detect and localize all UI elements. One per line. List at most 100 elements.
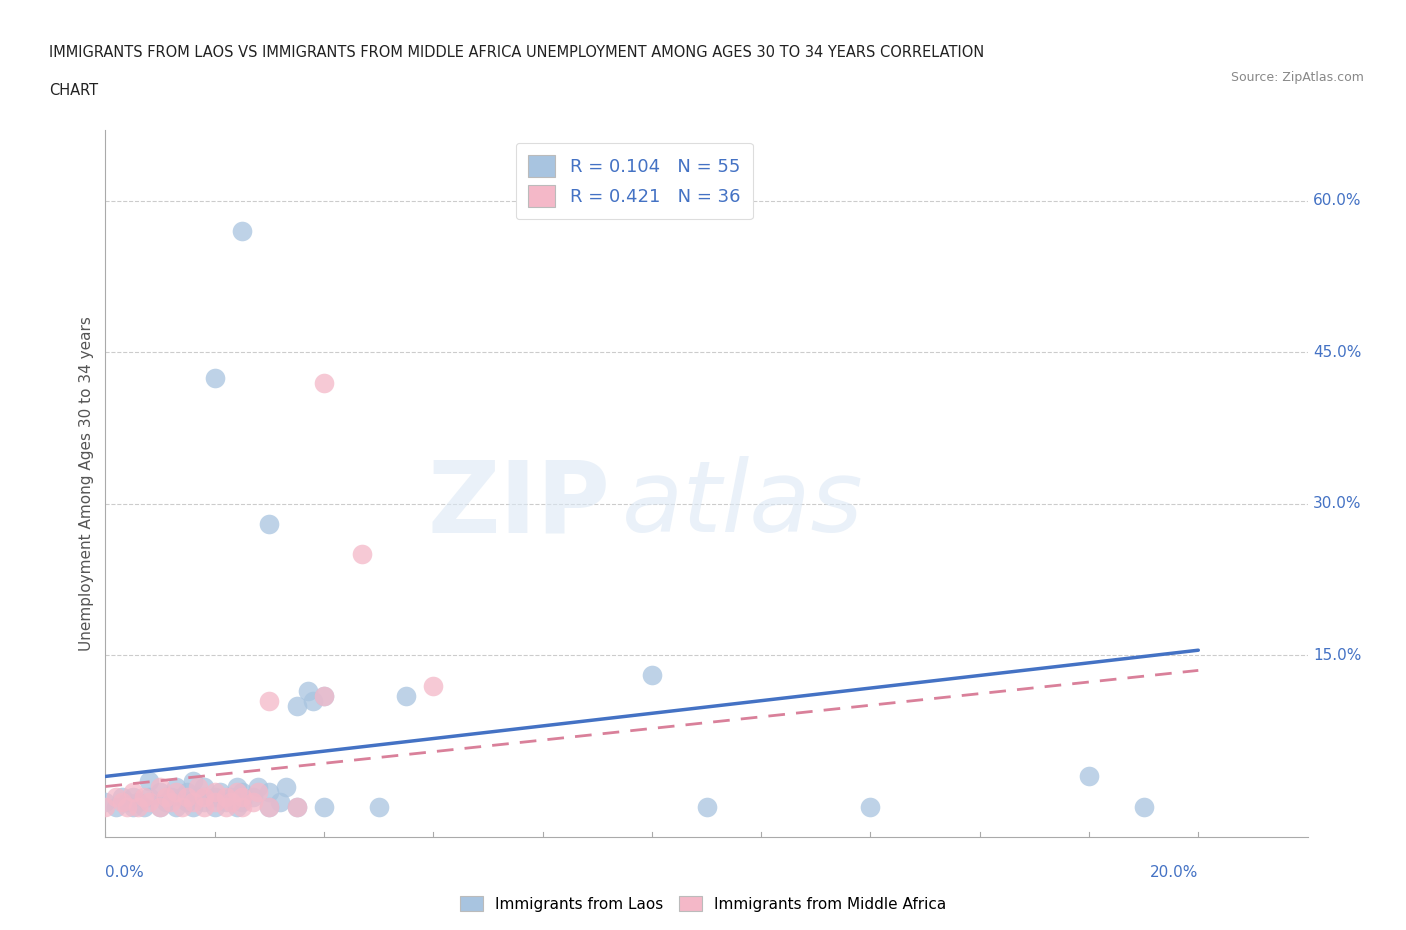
Text: Source: ZipAtlas.com: Source: ZipAtlas.com <box>1230 71 1364 84</box>
Point <box>149 799 172 814</box>
Point <box>219 794 242 809</box>
Point <box>204 790 226 804</box>
Point <box>247 779 270 794</box>
Point <box>209 784 232 799</box>
Point <box>166 799 188 814</box>
Point <box>204 794 226 809</box>
Point <box>285 799 308 814</box>
Point <box>138 794 160 809</box>
Text: 45.0%: 45.0% <box>1313 345 1361 360</box>
Point <box>132 799 155 814</box>
Point <box>181 799 204 814</box>
Point <box>422 678 444 693</box>
Point <box>214 794 236 809</box>
Point <box>121 784 143 799</box>
Point <box>176 790 198 804</box>
Point <box>193 790 215 804</box>
Point <box>149 799 172 814</box>
Text: 60.0%: 60.0% <box>1313 193 1361 208</box>
Point <box>160 790 183 804</box>
Point <box>1078 769 1101 784</box>
Point <box>127 799 149 814</box>
Legend: R = 0.104   N = 55, R = 0.421   N = 36: R = 0.104 N = 55, R = 0.421 N = 36 <box>516 143 754 219</box>
Point <box>247 784 270 799</box>
Point <box>367 799 389 814</box>
Point <box>285 799 308 814</box>
Point <box>242 790 264 804</box>
Point <box>176 794 198 809</box>
Point <box>259 516 281 531</box>
Point <box>214 790 236 804</box>
Point <box>111 790 134 804</box>
Point <box>259 693 281 708</box>
Point <box>187 790 209 804</box>
Point <box>312 375 335 390</box>
Point <box>641 668 664 683</box>
Point <box>138 774 160 789</box>
Point <box>259 799 281 814</box>
Point <box>204 799 226 814</box>
Point <box>259 784 281 799</box>
Point <box>170 790 193 804</box>
Text: 30.0%: 30.0% <box>1313 497 1361 512</box>
Point <box>193 779 215 794</box>
Point <box>160 794 183 809</box>
Point <box>105 790 128 804</box>
Point <box>225 779 247 794</box>
Point <box>231 794 253 809</box>
Point <box>166 779 188 794</box>
Point <box>231 790 253 804</box>
Point <box>117 794 139 809</box>
Point <box>121 799 143 814</box>
Point <box>127 794 149 809</box>
Point <box>225 784 247 799</box>
Point <box>105 799 128 814</box>
Point <box>312 799 335 814</box>
Point <box>269 794 291 809</box>
Text: 15.0%: 15.0% <box>1313 648 1361 663</box>
Point <box>231 799 253 814</box>
Text: 0.0%: 0.0% <box>105 865 145 881</box>
Point <box>297 684 319 698</box>
Point <box>204 784 226 799</box>
Point <box>132 790 155 804</box>
Point <box>138 790 160 804</box>
Point <box>214 799 236 814</box>
Point <box>259 799 281 814</box>
Point <box>312 688 335 703</box>
Point <box>274 779 297 794</box>
Y-axis label: Unemployment Among Ages 30 to 34 years: Unemployment Among Ages 30 to 34 years <box>79 316 94 651</box>
Text: 20.0%: 20.0% <box>1150 865 1198 881</box>
Point <box>149 784 172 799</box>
Point <box>352 547 374 562</box>
Point <box>94 794 117 809</box>
Point <box>219 790 242 804</box>
Legend: Immigrants from Laos, Immigrants from Middle Africa: Immigrants from Laos, Immigrants from Mi… <box>454 889 952 918</box>
Text: CHART: CHART <box>49 83 98 98</box>
Point <box>242 794 264 809</box>
Point <box>149 779 172 794</box>
Point <box>302 693 325 708</box>
Point <box>225 799 247 814</box>
Point <box>111 794 134 809</box>
Point <box>166 784 188 799</box>
Point <box>155 794 177 809</box>
Point <box>231 784 253 799</box>
Point <box>187 779 209 794</box>
Text: atlas: atlas <box>623 457 865 553</box>
Point <box>181 794 204 809</box>
Point <box>170 799 193 814</box>
Text: ZIP: ZIP <box>427 457 610 553</box>
Point <box>176 784 198 799</box>
Point <box>285 698 308 713</box>
Point <box>155 790 177 804</box>
Point <box>121 790 143 804</box>
Point <box>1132 799 1154 814</box>
Point <box>94 799 117 814</box>
Point <box>117 799 139 814</box>
Point <box>312 688 335 703</box>
Point <box>696 799 718 814</box>
Point <box>231 224 253 239</box>
Point <box>181 774 204 789</box>
Point <box>193 799 215 814</box>
